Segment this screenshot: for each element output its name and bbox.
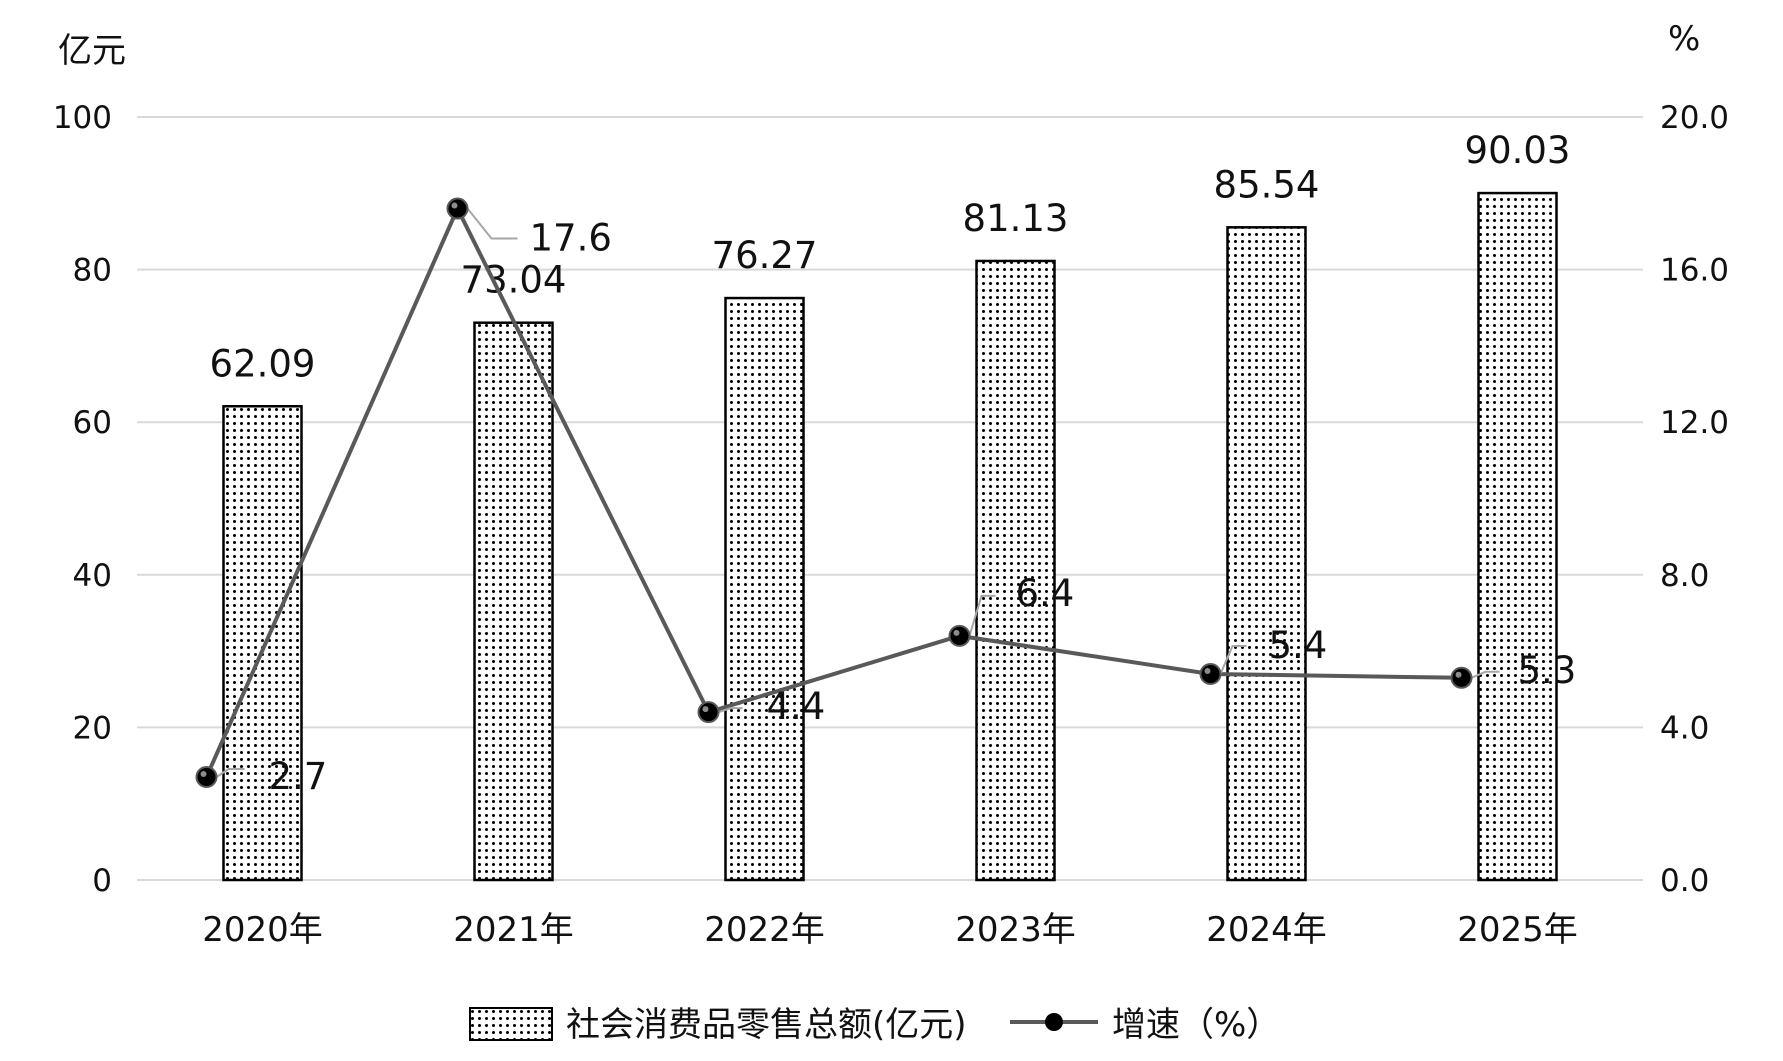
right-tick-label: 20.0: [1660, 100, 1729, 136]
bar-series: [222, 191, 1558, 882]
left-tick-label: 80: [73, 253, 112, 289]
line-point: [948, 624, 971, 647]
bar-data-label: 76.27: [712, 234, 818, 277]
x-tick-label: 2020年: [202, 910, 323, 950]
bar: [473, 321, 554, 882]
x-tick-label: 2023年: [955, 910, 1076, 950]
line-point: [446, 197, 469, 220]
legend-bar-swatch: [469, 1007, 553, 1041]
bar: [724, 296, 805, 882]
left-tick-label: 0: [92, 863, 112, 899]
bar-data-label: 85.54: [1214, 163, 1320, 206]
growth-line: [204, 206, 1462, 778]
line-point: [1450, 666, 1473, 689]
left-axis-unit: 亿元: [58, 31, 126, 71]
x-tick-label: 2022年: [704, 910, 825, 950]
line-data-label: 4.4: [767, 685, 826, 728]
bar-data-label: 62.09: [210, 342, 316, 385]
bar: [975, 259, 1056, 882]
line-data-labels: 2.7 17.6 4.4 6.4 5.4 5.3: [269, 217, 1577, 798]
gridlines: [137, 116, 1643, 881]
line-point-highlight: [702, 706, 709, 713]
line-data-label: 5.4: [1269, 624, 1328, 667]
line-data-label: 6.4: [1016, 572, 1075, 615]
leader-line: [466, 207, 518, 240]
leader-line: [968, 594, 996, 637]
right-tick-label: 0.0: [1660, 863, 1709, 899]
line-data-label: 2.7: [269, 755, 328, 798]
line-data-label: 17.6: [530, 217, 612, 260]
right-axis: 0.0 4.0 8.0 12.0 16.0 20.0: [1660, 100, 1729, 899]
line-point-highlight: [1204, 667, 1211, 674]
right-tick-label: 12.0: [1660, 405, 1729, 441]
bar-data-labels: 62.09 73.04 76.27 81.13 85.54 90.03: [210, 129, 1571, 385]
left-tick-label: 40: [73, 558, 112, 594]
legend: 社会消费品零售总额(亿元) 增速（%）: [469, 1005, 1280, 1045]
line-point-highlight: [1455, 671, 1462, 678]
leader-line: [718, 707, 743, 714]
line-data-label: 5.3: [1518, 649, 1577, 692]
line-point-highlight: [200, 770, 207, 777]
leader-line: [1219, 644, 1247, 675]
line-series: [195, 197, 1500, 788]
line-point: [195, 765, 218, 788]
leader-line: [1471, 670, 1500, 679]
bar-data-label: 81.13: [963, 197, 1069, 240]
left-axis: 0 20 40 60 80 100: [53, 100, 112, 899]
line-point: [697, 701, 720, 724]
right-tick-label: 16.0: [1660, 253, 1729, 289]
left-tick-label: 20: [73, 710, 112, 746]
x-tick-label: 2025年: [1457, 910, 1578, 950]
legend-line-marker: [1045, 1013, 1063, 1031]
x-axis-labels: 2020年 2021年 2022年 2023年 2024年 2025年: [202, 910, 1578, 950]
bar-data-label: 73.04: [461, 259, 567, 302]
line-point: [1199, 662, 1222, 685]
legend-bar-label: 社会消费品零售总额(亿元): [566, 1005, 967, 1045]
line-point-highlight: [953, 629, 960, 636]
bar-data-label: 90.03: [1465, 129, 1571, 172]
bar: [1477, 191, 1558, 882]
x-tick-label: 2024年: [1206, 910, 1327, 950]
right-axis-unit: %: [1668, 19, 1700, 59]
left-tick-label: 100: [53, 100, 112, 136]
line-point-highlight: [451, 202, 458, 209]
right-tick-label: 8.0: [1660, 558, 1709, 594]
x-tick-label: 2021年: [453, 910, 574, 950]
right-tick-label: 4.0: [1660, 710, 1709, 746]
legend-line-label: 增速（%）: [1112, 1005, 1280, 1045]
bar: [1226, 226, 1307, 882]
bar: [222, 405, 303, 882]
left-tick-label: 60: [73, 405, 112, 441]
leader-line: [215, 767, 245, 778]
